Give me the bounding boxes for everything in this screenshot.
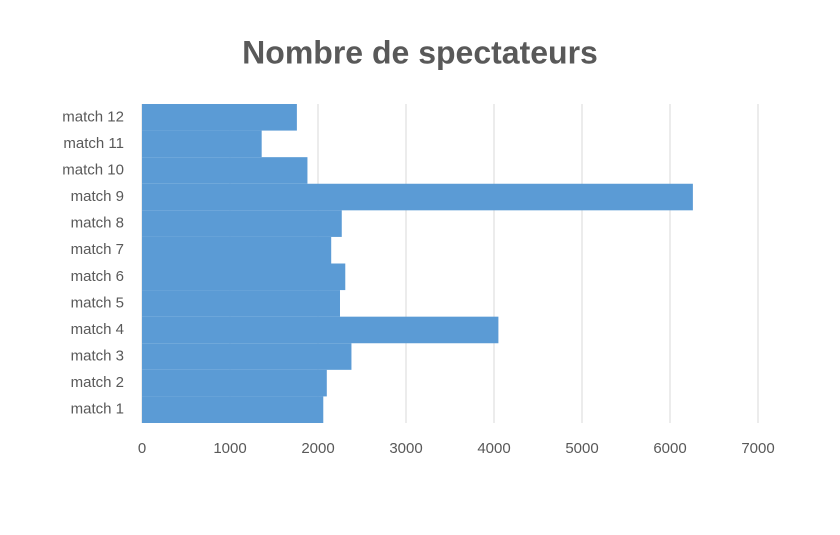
chart-title: Nombre de spectateurs [242,34,598,70]
bar [142,316,499,344]
bar [142,130,262,158]
bar [142,290,340,317]
x-tick-label: 4000 [477,440,510,457]
bar [142,210,342,237]
y-tick-label: match 11 [63,135,124,152]
y-tick-label: match 12 [62,108,124,125]
x-tick-label: 3000 [389,440,422,457]
y-tick-label: match 6 [71,268,124,285]
bar [142,343,352,370]
y-tick-label: match 3 [71,348,124,365]
bar [142,263,346,291]
y-tick-label: match 1 [71,401,124,418]
bar [142,157,308,184]
x-tick-label: 7000 [741,440,774,457]
y-tick-label: match 5 [71,294,124,311]
x-tick-label: 6000 [653,440,686,457]
x-tick-label: 0 [138,440,146,457]
bar [142,396,324,423]
x-tick-label: 1000 [213,440,246,457]
bar [142,236,332,264]
bar [142,104,297,131]
y-tick-label: match 4 [71,321,124,338]
y-tick-label: match 9 [71,188,124,205]
y-tick-label: match 10 [62,161,124,178]
bar [142,369,327,397]
y-tick-label: match 8 [71,215,124,232]
y-tick-label: match 2 [71,374,124,391]
x-tick-label: 2000 [301,440,334,457]
bar [142,183,693,211]
y-tick-label: match 7 [71,241,124,258]
x-tick-label: 5000 [565,440,598,457]
